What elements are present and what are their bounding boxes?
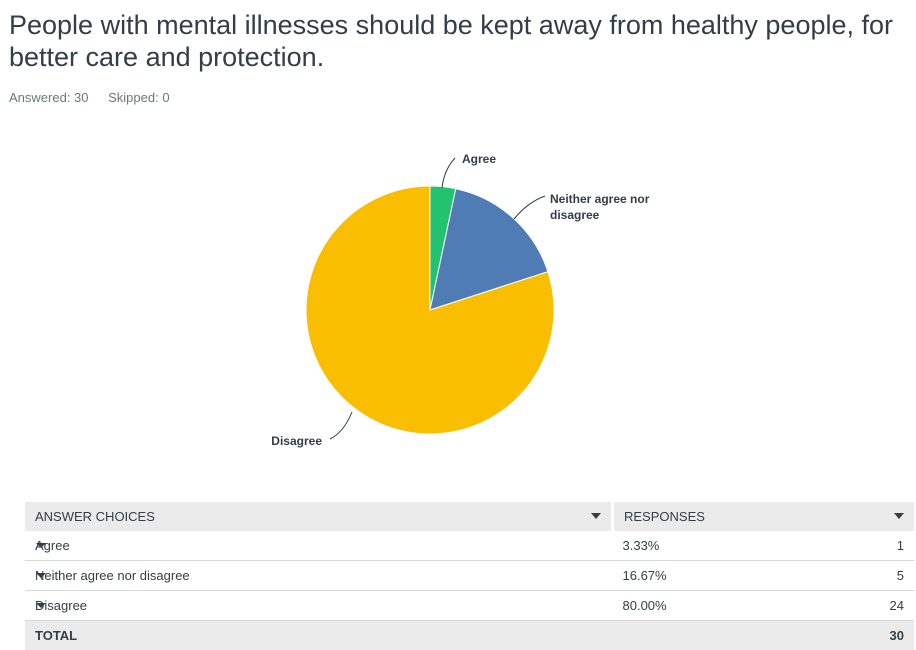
total-spacer (613, 621, 809, 650)
percent-cell: 16.67% (613, 561, 809, 591)
expand-caret-icon[interactable] (36, 603, 46, 608)
question-title: People with mental illnesses should be k… (9, 9, 909, 73)
answer-choices-header[interactable]: ANSWER CHOICES (25, 502, 613, 531)
choice-cell[interactable]: Neither agree nor disagree (25, 561, 613, 591)
total-label: TOTAL (25, 621, 613, 650)
responses-header[interactable]: RESPONSES (613, 502, 915, 531)
table-row: Disagree 80.00% 24 (25, 591, 914, 621)
total-row: TOTAL 30 (25, 621, 914, 650)
expand-caret-icon[interactable] (36, 573, 46, 578)
answer-choices-header-label: ANSWER CHOICES (35, 509, 155, 524)
total-count: 30 (809, 621, 914, 650)
percent-cell: 3.33% (613, 531, 809, 561)
percent-cell: 80.00% (613, 591, 809, 621)
count-cell: 1 (809, 531, 914, 561)
skipped-count: Skipped: 0 (108, 90, 169, 105)
expand-caret-icon[interactable] (36, 543, 46, 548)
sort-caret-icon[interactable] (894, 513, 904, 519)
table-row: Agree 3.33% 1 (25, 531, 914, 561)
choice-cell[interactable]: Disagree (25, 591, 613, 621)
leader-line-agree (442, 158, 455, 188)
table-row: Neither agree nor disagree 16.67% 5 (25, 561, 914, 591)
count-cell: 5 (809, 561, 914, 591)
results-table: ANSWER CHOICES RESPONSES Agree 3.33% 1 N… (25, 502, 914, 650)
responses-header-label: RESPONSES (624, 509, 705, 524)
pie-label-disagree: Disagree (271, 434, 322, 448)
pie-label-agree: Agree (462, 152, 496, 166)
leader-line-disagree (330, 412, 352, 439)
choice-label: Neither agree nor disagree (35, 568, 190, 583)
table-header-row: ANSWER CHOICES RESPONSES (25, 502, 914, 531)
leader-line-neither (514, 196, 545, 219)
answered-count: Answered: 30 (9, 90, 89, 105)
count-cell: 24 (809, 591, 914, 621)
sort-caret-icon[interactable] (591, 513, 601, 519)
choice-cell[interactable]: Agree (25, 531, 613, 561)
response-stats: Answered: 30 Skipped: 0 (9, 90, 186, 105)
